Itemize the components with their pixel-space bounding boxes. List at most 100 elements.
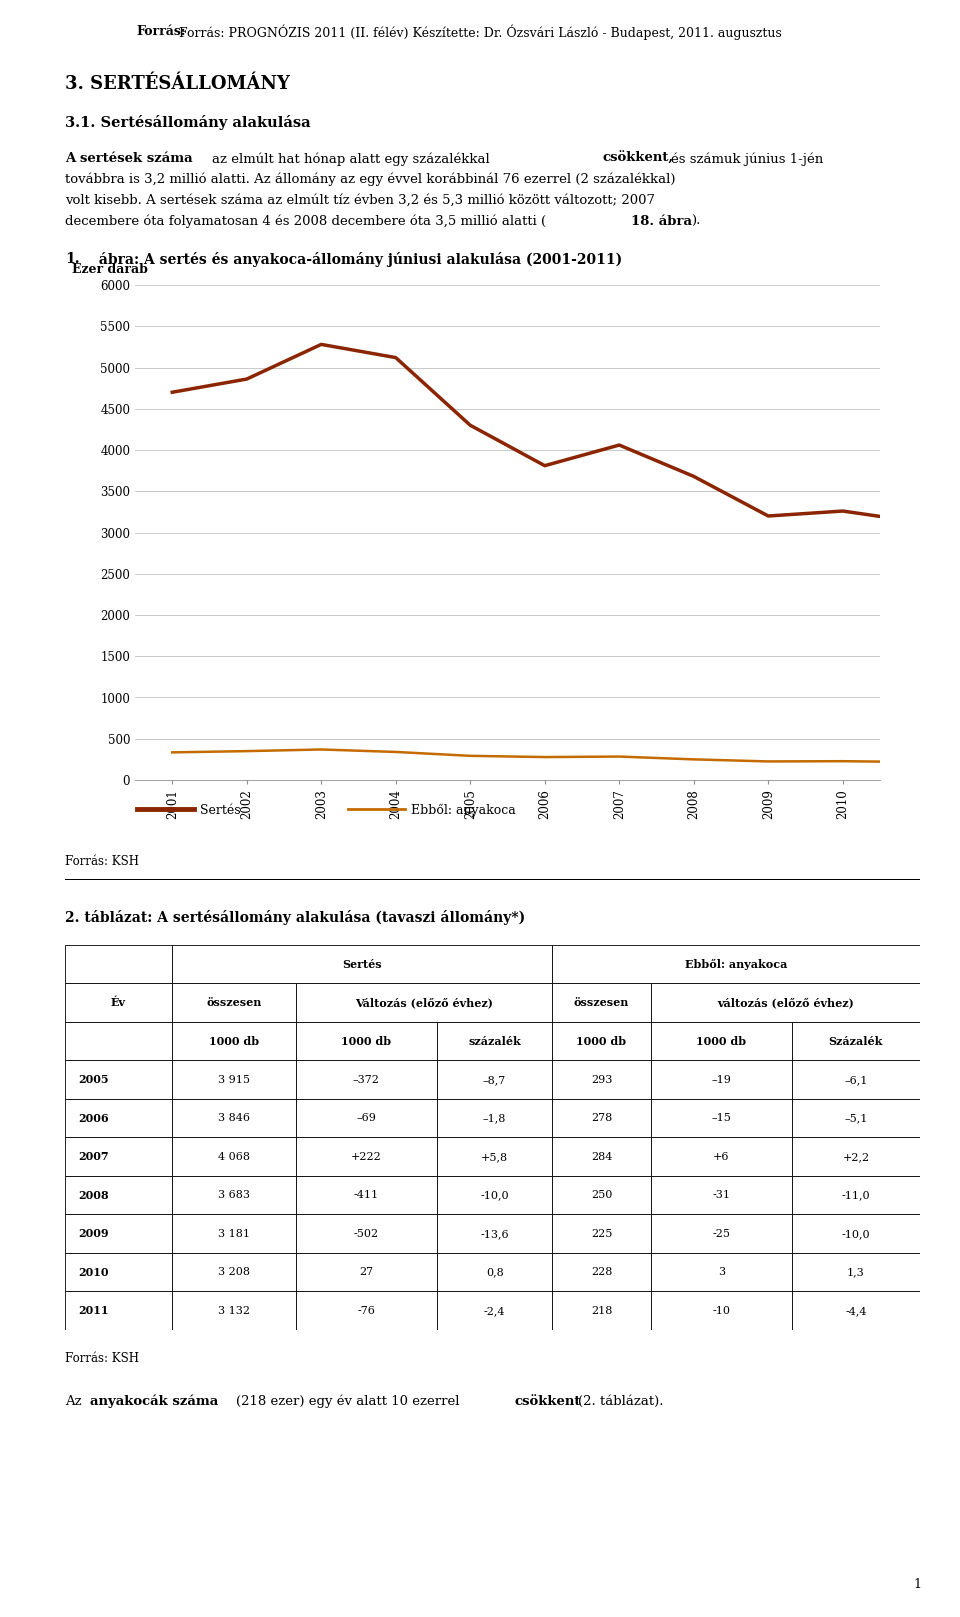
Bar (552, 1100, 651, 1137)
Text: 2007: 2007 (78, 1151, 108, 1163)
Bar (65, 1176, 172, 1214)
Bar (552, 944, 920, 983)
Text: Sertés: Sertés (200, 804, 240, 817)
Bar (296, 1253, 437, 1292)
Text: +5,8: +5,8 (481, 1151, 508, 1161)
Text: 225: 225 (590, 1229, 612, 1239)
Text: A sertések száma: A sertések száma (65, 152, 193, 165)
Bar (792, 1214, 920, 1253)
Bar (437, 1137, 552, 1176)
Text: (2. táblázat).: (2. táblázat). (578, 1395, 663, 1408)
Text: –372: –372 (353, 1075, 380, 1085)
Text: csökkent: csökkent (515, 1395, 581, 1408)
Text: Forrás: PROGNÓZIS 2011 (II. félév) Készítette: Dr. Ózsvári László - Budapest, 20: Forrás: PROGNÓZIS 2011 (II. félév) Készí… (179, 24, 781, 40)
Bar (296, 1100, 437, 1137)
Text: 1: 1 (914, 1578, 922, 1591)
Bar (172, 983, 296, 1022)
Bar (437, 1253, 552, 1292)
Text: 1000 db: 1000 db (209, 1036, 259, 1046)
Bar (552, 983, 651, 1022)
Bar (65, 983, 172, 1022)
Text: -13,6: -13,6 (480, 1229, 509, 1239)
Text: Százalék: Százalék (828, 1036, 883, 1046)
Text: ábra: A sertés és anyakoca-állomány júniusi alakulása (2001-2011): ábra: A sertés és anyakoca-állomány júni… (89, 252, 622, 267)
Bar (792, 1100, 920, 1137)
Text: -25: -25 (712, 1229, 731, 1239)
Text: ).: ). (691, 215, 700, 228)
Text: 1000 db: 1000 db (576, 1036, 627, 1046)
Text: -411: -411 (354, 1190, 379, 1200)
Text: 293: 293 (590, 1075, 612, 1085)
Text: 2011: 2011 (78, 1305, 108, 1316)
Bar (172, 1061, 296, 1100)
Bar (172, 1253, 296, 1292)
Text: továbbra is 3,2 millió alatti. Az állomány az egy évvel korábbinál 76 ezerrel (2: továbbra is 3,2 millió alatti. Az állomá… (65, 173, 676, 186)
Bar (65, 1137, 172, 1176)
Bar (296, 1061, 437, 1100)
Text: anyakocák száma: anyakocák száma (90, 1395, 218, 1408)
Bar (552, 1292, 651, 1331)
Text: –19: –19 (711, 1075, 732, 1085)
Bar (651, 1253, 792, 1292)
Text: Ebből: anyakoca: Ebből: anyakoca (685, 959, 787, 970)
Text: Az: Az (65, 1395, 85, 1408)
Bar (296, 1176, 437, 1214)
Text: –5,1: –5,1 (844, 1112, 868, 1124)
Text: decembere óta folyamatosan 4 és 2008 decembere óta 3,5 millió alatti (: decembere óta folyamatosan 4 és 2008 dec… (65, 215, 546, 228)
Text: –15: –15 (711, 1112, 732, 1124)
Bar (792, 1137, 920, 1176)
Bar (296, 1214, 437, 1253)
Text: +222: +222 (351, 1151, 382, 1161)
Bar (172, 1176, 296, 1214)
Bar (792, 1176, 920, 1214)
Text: 4 068: 4 068 (218, 1151, 250, 1161)
Text: csökkent,: csökkent, (603, 152, 674, 165)
Text: 2009: 2009 (78, 1229, 108, 1239)
Text: és számuk június 1-jén: és számuk június 1-jén (671, 152, 823, 165)
Text: volt kisebb. A sertések száma az elmúlt tíz évben 3,2 és 5,3 millió között válto: volt kisebb. A sertések száma az elmúlt … (65, 194, 655, 207)
Text: 27: 27 (359, 1268, 373, 1277)
Text: 1000 db: 1000 db (342, 1036, 392, 1046)
Bar (437, 1100, 552, 1137)
Bar (552, 1176, 651, 1214)
Text: –1,8: –1,8 (483, 1112, 506, 1124)
Text: 3 846: 3 846 (218, 1112, 250, 1124)
Text: -2,4: -2,4 (484, 1307, 505, 1316)
Text: Év: Év (111, 998, 126, 1009)
Text: 1,3: 1,3 (847, 1268, 865, 1277)
Bar (65, 1022, 172, 1061)
Text: (218 ezer) egy év alatt 10 ezerrel: (218 ezer) egy év alatt 10 ezerrel (236, 1395, 460, 1408)
Text: -76: -76 (357, 1307, 375, 1316)
Text: Forrás: KSH: Forrás: KSH (65, 855, 139, 868)
Bar (172, 944, 552, 983)
Bar (437, 1061, 552, 1100)
Bar (651, 983, 920, 1022)
Bar (552, 1214, 651, 1253)
Text: 2008: 2008 (78, 1190, 108, 1201)
Text: 3. SERTÉSÁLLOMÁNY: 3. SERTÉSÁLLOMÁNY (65, 74, 290, 94)
Text: 3 208: 3 208 (218, 1268, 250, 1277)
Text: százalék: százalék (468, 1036, 521, 1046)
Text: 2. táblázat: A sertésállomány alakulása (tavaszi állomány*): 2. táblázat: A sertésállomány alakulása … (65, 910, 525, 925)
Bar (792, 1061, 920, 1100)
Text: +6: +6 (713, 1151, 730, 1161)
Text: Változás (előző évhez): Változás (előző évhez) (355, 998, 493, 1009)
Bar (552, 1253, 651, 1292)
Text: –6,1: –6,1 (844, 1075, 868, 1085)
Text: -10: -10 (712, 1307, 731, 1316)
Text: -502: -502 (354, 1229, 379, 1239)
Bar (651, 1137, 792, 1176)
Bar (296, 1292, 437, 1331)
Text: 3 181: 3 181 (218, 1229, 250, 1239)
Bar (651, 1022, 792, 1061)
Text: 3 132: 3 132 (218, 1307, 250, 1316)
Bar (792, 1022, 920, 1061)
Text: -31: -31 (712, 1190, 731, 1200)
Text: Sertés: Sertés (343, 959, 382, 970)
Text: -10,0: -10,0 (842, 1229, 870, 1239)
Bar (172, 1214, 296, 1253)
Text: Forrás: KSH: Forrás: KSH (65, 1352, 139, 1365)
Bar (65, 944, 172, 983)
Bar (651, 1214, 792, 1253)
Text: Ezer darab: Ezer darab (72, 262, 148, 277)
